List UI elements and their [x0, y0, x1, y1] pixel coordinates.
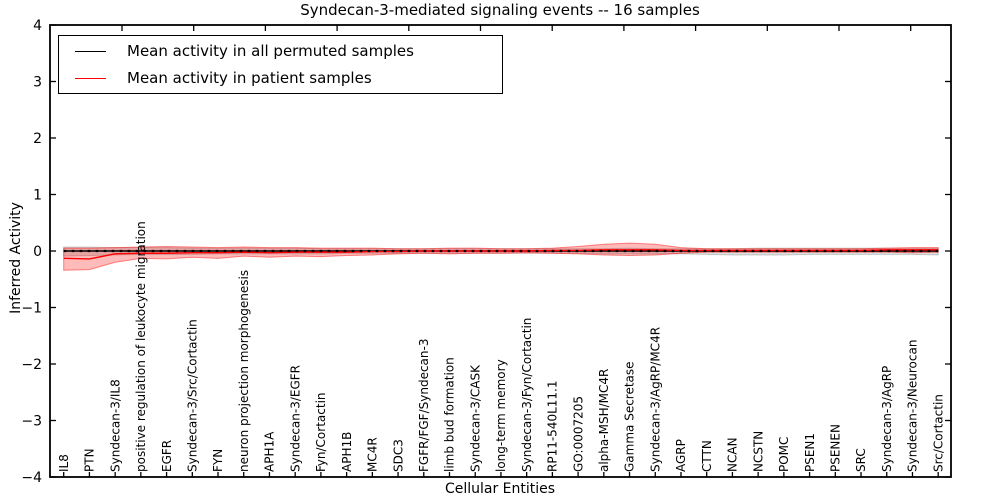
x-tick-label: limb bud formation — [443, 357, 457, 472]
x-axis-title: Cellular Entities — [444, 481, 556, 497]
x-tick-label: RP11-540L11.1 — [546, 381, 560, 472]
x-tick-label: Syndecan-3/Fyn/Cortactin — [520, 318, 534, 472]
legend: Mean activity in all permuted samples Me… — [58, 35, 503, 94]
y-axis-title: Inferred Activity — [8, 202, 24, 314]
x-tick-label: Syndecan-3/EGFR — [288, 365, 302, 472]
x-tick-label: NCSTN — [751, 431, 765, 472]
y-tick-label: 0 — [33, 244, 42, 260]
x-tick-label: Syndecan-3/CASK — [468, 364, 482, 472]
x-tick-label: long-term memory — [494, 359, 508, 472]
x-tick-label: Syndecan-3/Neurocan — [906, 340, 920, 472]
y-tick-label: −3 — [21, 414, 42, 430]
x-tick-label: PSEN1 — [803, 433, 817, 472]
y-tick-label: −4 — [21, 470, 42, 486]
x-tick-label: Syndecan-3/AgRP/MC4R — [648, 327, 662, 472]
x-tick-label: SRC — [854, 448, 868, 472]
x-tick-label: Src/Cortactin — [931, 394, 945, 472]
x-tick-label: APH1B — [340, 432, 354, 472]
patient-line-sample — [75, 77, 106, 79]
x-tick-label: MC4R — [366, 437, 380, 472]
y-tick-label: −1 — [21, 301, 42, 317]
patient-band — [63, 242, 939, 271]
legend-item-permuted: Mean activity in all permuted samples — [75, 39, 502, 63]
x-tick-label: POMC — [777, 437, 791, 472]
y-tick-label: −2 — [21, 357, 42, 373]
x-tick-label: alpha-MSH/MC4R — [597, 369, 611, 472]
x-tick-label: FYN — [211, 449, 225, 472]
x-tick-label: NCAN — [726, 437, 740, 472]
x-tick-label: IL8 — [57, 454, 71, 472]
x-tick-label: CTTN — [700, 440, 714, 472]
y-tick-label: 3 — [33, 75, 42, 91]
legend-label-patient: Mean activity in patient samples — [127, 69, 372, 87]
x-tick-label: PTN — [83, 448, 97, 472]
permuted-line-sample — [75, 50, 106, 52]
x-tick-label: FGFR/FGF/Syndecan-3 — [417, 339, 431, 472]
x-tick-label: Fyn/Cortactin — [314, 392, 328, 472]
y-tick-label: 2 — [33, 131, 42, 147]
legend-item-patient: Mean activity in patient samples — [75, 66, 502, 90]
y-tick-label: 4 — [33, 18, 42, 34]
x-tick-label: EGFR — [160, 440, 174, 472]
x-tick-label: APH1A — [263, 431, 277, 472]
x-tick-label: Gamma Secretase — [623, 361, 637, 472]
legend-label-permuted: Mean activity in all permuted samples — [127, 42, 414, 60]
chart-title: Syndecan-3-mediated signaling events -- … — [300, 1, 700, 19]
x-tick-label: neuron projection morphogenesis — [237, 270, 251, 472]
x-tick-label: positive regulation of leukocyte migrati… — [134, 221, 148, 472]
x-tick-label: Syndecan-3/IL8 — [108, 379, 122, 472]
x-tick-label: Syndecan-3/Src/Cortactin — [186, 319, 200, 472]
x-tick-label: Syndecan-3/AgRP — [880, 366, 894, 472]
y-tick-label: 1 — [33, 188, 42, 204]
x-tick-label: SDC3 — [391, 439, 405, 472]
x-tick-label: GO:0007205 — [571, 396, 585, 472]
x-tick-label: PSENEN — [829, 424, 843, 472]
x-tick-label: AGRP — [674, 439, 688, 472]
